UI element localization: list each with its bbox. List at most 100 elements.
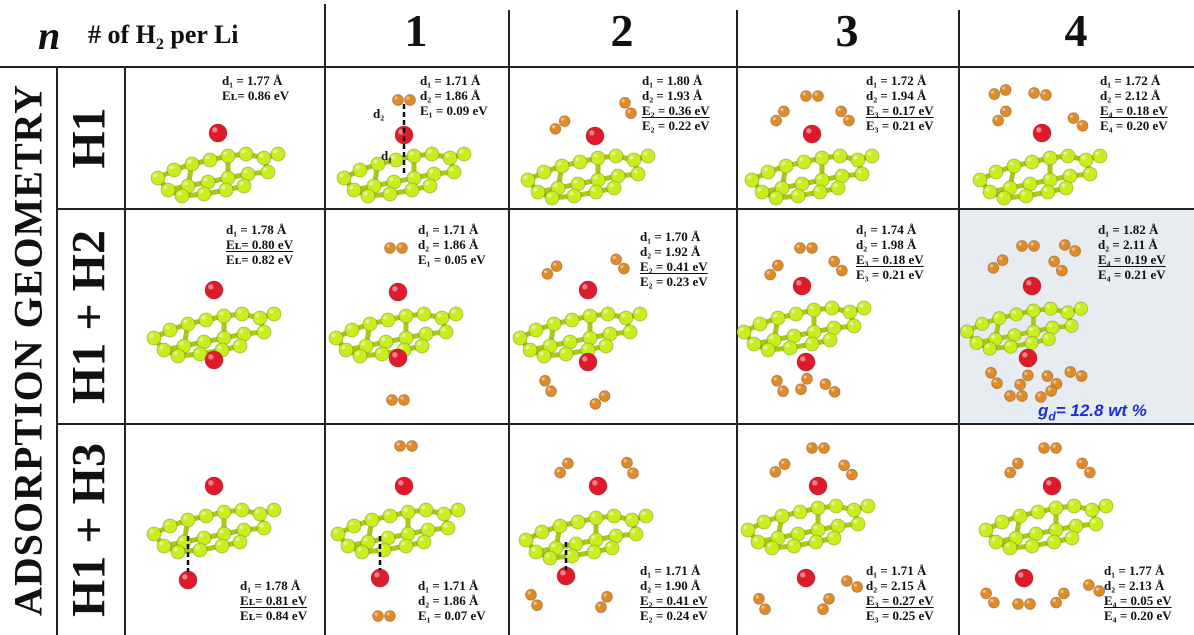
carbon-atom-shine [849, 321, 854, 326]
annotation-r3c1: d₁ = 1.71 Å d₂ = 1.86 Å E₁ = 0.07 eV [418, 578, 486, 623]
lithium-atom-shine [1046, 480, 1052, 486]
carbon-atom-shine [755, 319, 760, 324]
lithium-atom [796, 568, 816, 588]
carbon-atom [184, 156, 200, 172]
carbon-atom-shine [531, 325, 536, 330]
carbon-atom [830, 180, 846, 196]
annotation-r1c1: d₁ = 1.71 Å d₂ = 1.86 Å E₁ = 0.09 eV [420, 73, 488, 118]
carbon-atom [988, 534, 1004, 550]
lithium-atom-shine [208, 284, 214, 290]
hydrogen-atom [991, 377, 1003, 390]
hydrogen-atom-shine [840, 461, 844, 466]
hydrogen-atom [1076, 119, 1089, 132]
carbon-atom [1040, 184, 1056, 200]
hydrogen-atom-shine [551, 125, 556, 129]
carbon-atom-shine [773, 533, 778, 538]
ann-line: E₁ = 0.05 eV [418, 252, 486, 267]
hydrogen-atom [1011, 457, 1024, 470]
carbon-atom-shine [199, 189, 204, 194]
carbon-atom [554, 158, 570, 174]
lithium-atom-shine [374, 572, 380, 578]
hydrogen-atom-shine [1050, 257, 1054, 262]
carbon-atom [362, 316, 378, 332]
hydrogen-atom [777, 385, 789, 398]
hydrogen-atom-shine [987, 369, 991, 373]
carbon-atom [198, 508, 214, 524]
carbon-atom-shine [149, 333, 154, 338]
carbon-atom [442, 150, 458, 166]
carbon-atom [418, 502, 434, 518]
carbon-atom-shine [575, 157, 580, 162]
lithium-atom [578, 280, 598, 300]
carbon-atom-shine [739, 327, 744, 332]
carbon-atom-shine [153, 173, 158, 178]
carbon-atom [564, 312, 580, 328]
hydrogen-atom [801, 372, 813, 385]
carbon-atom-shine [1065, 171, 1070, 176]
carbon-atom [422, 178, 438, 194]
lithium-atom [370, 568, 390, 588]
carbon-atom [770, 310, 786, 326]
carbon-atom-shine [817, 153, 822, 158]
carbon-atom-shine [437, 313, 442, 318]
carbon-atom-shine [853, 519, 858, 524]
carbon-atom-shine [199, 533, 204, 538]
per-li-prefix: # of H [88, 20, 156, 49]
carbon-atom-shine [743, 525, 748, 530]
carbon-atom [856, 300, 872, 316]
hydrogen-atom [398, 394, 410, 406]
lithium-atom-shine [592, 480, 598, 486]
carbon-atom-shine [789, 541, 794, 546]
carbon-atom-shine [363, 191, 368, 196]
hydrogen-atom-shine [591, 400, 596, 404]
carbon-atom [1064, 318, 1079, 333]
carbon-atom [202, 152, 218, 168]
carbon-atom [622, 324, 638, 340]
carbon-atom-shine [827, 303, 832, 308]
carbon-atom-shine [994, 313, 999, 318]
hydrogen-atom [550, 260, 563, 273]
ann-line: E₃ = 0.18 eV [856, 252, 924, 267]
carbon-atom [416, 306, 432, 322]
lithium-atom-shine [582, 356, 588, 362]
hydrogen-atom-shine [597, 603, 601, 607]
lithium-atom-shine [796, 280, 802, 286]
ann-line: E₃ = 0.17 eV [866, 103, 934, 118]
hydrogen-atom-shine [547, 387, 551, 391]
hydrogen-atom-shine [627, 109, 631, 113]
ann-line: d₁ = 1.74 Å [856, 222, 917, 237]
carbon-atom-shine [1067, 533, 1072, 538]
carbon-atom [744, 172, 760, 188]
carbon-atom-shine [1063, 151, 1068, 156]
carbon-atom-shine [763, 345, 768, 350]
carbon-atom-shine [777, 511, 782, 516]
carbon-atom-shine [421, 505, 426, 510]
carbon-atom [266, 306, 282, 322]
ann-line: d₁ = 1.72 Å [866, 73, 927, 88]
hydrogen-atom [1050, 442, 1062, 454]
hydrogen-atom-shine [821, 380, 826, 384]
carbon-atom [1006, 158, 1022, 174]
hydrogen-atom [396, 242, 408, 254]
ann-line: Eʟ= 0.80 eV [226, 237, 294, 252]
carbon-atom-shine [837, 171, 842, 176]
carbon-atom-shine [583, 345, 588, 350]
hydrogen-atom [806, 442, 818, 454]
ann-line: d₂ = 1.86 Å [420, 88, 481, 103]
carbon-atom [406, 148, 422, 164]
carbon-atom-shine [1012, 310, 1017, 315]
hydrogen-atom-shine [1058, 267, 1062, 271]
carbon-atom [346, 518, 362, 534]
hydrogen-atom [818, 442, 830, 454]
carbon-atom [380, 312, 396, 328]
hydrogen-atom [770, 114, 783, 127]
carbon-atom [238, 146, 254, 162]
carbon-atom-shine [613, 171, 618, 176]
carbon-atom-shine [1081, 155, 1086, 160]
ann-line: d₁ = 1.77 Å [222, 73, 283, 88]
carbon-atom-shine [999, 193, 1004, 198]
hydrogen-atom-shine [993, 379, 997, 383]
carbon-atom-shine [643, 151, 648, 156]
hydrogen-atom-shine [1042, 91, 1046, 95]
hydrogen-atom [1014, 378, 1027, 391]
